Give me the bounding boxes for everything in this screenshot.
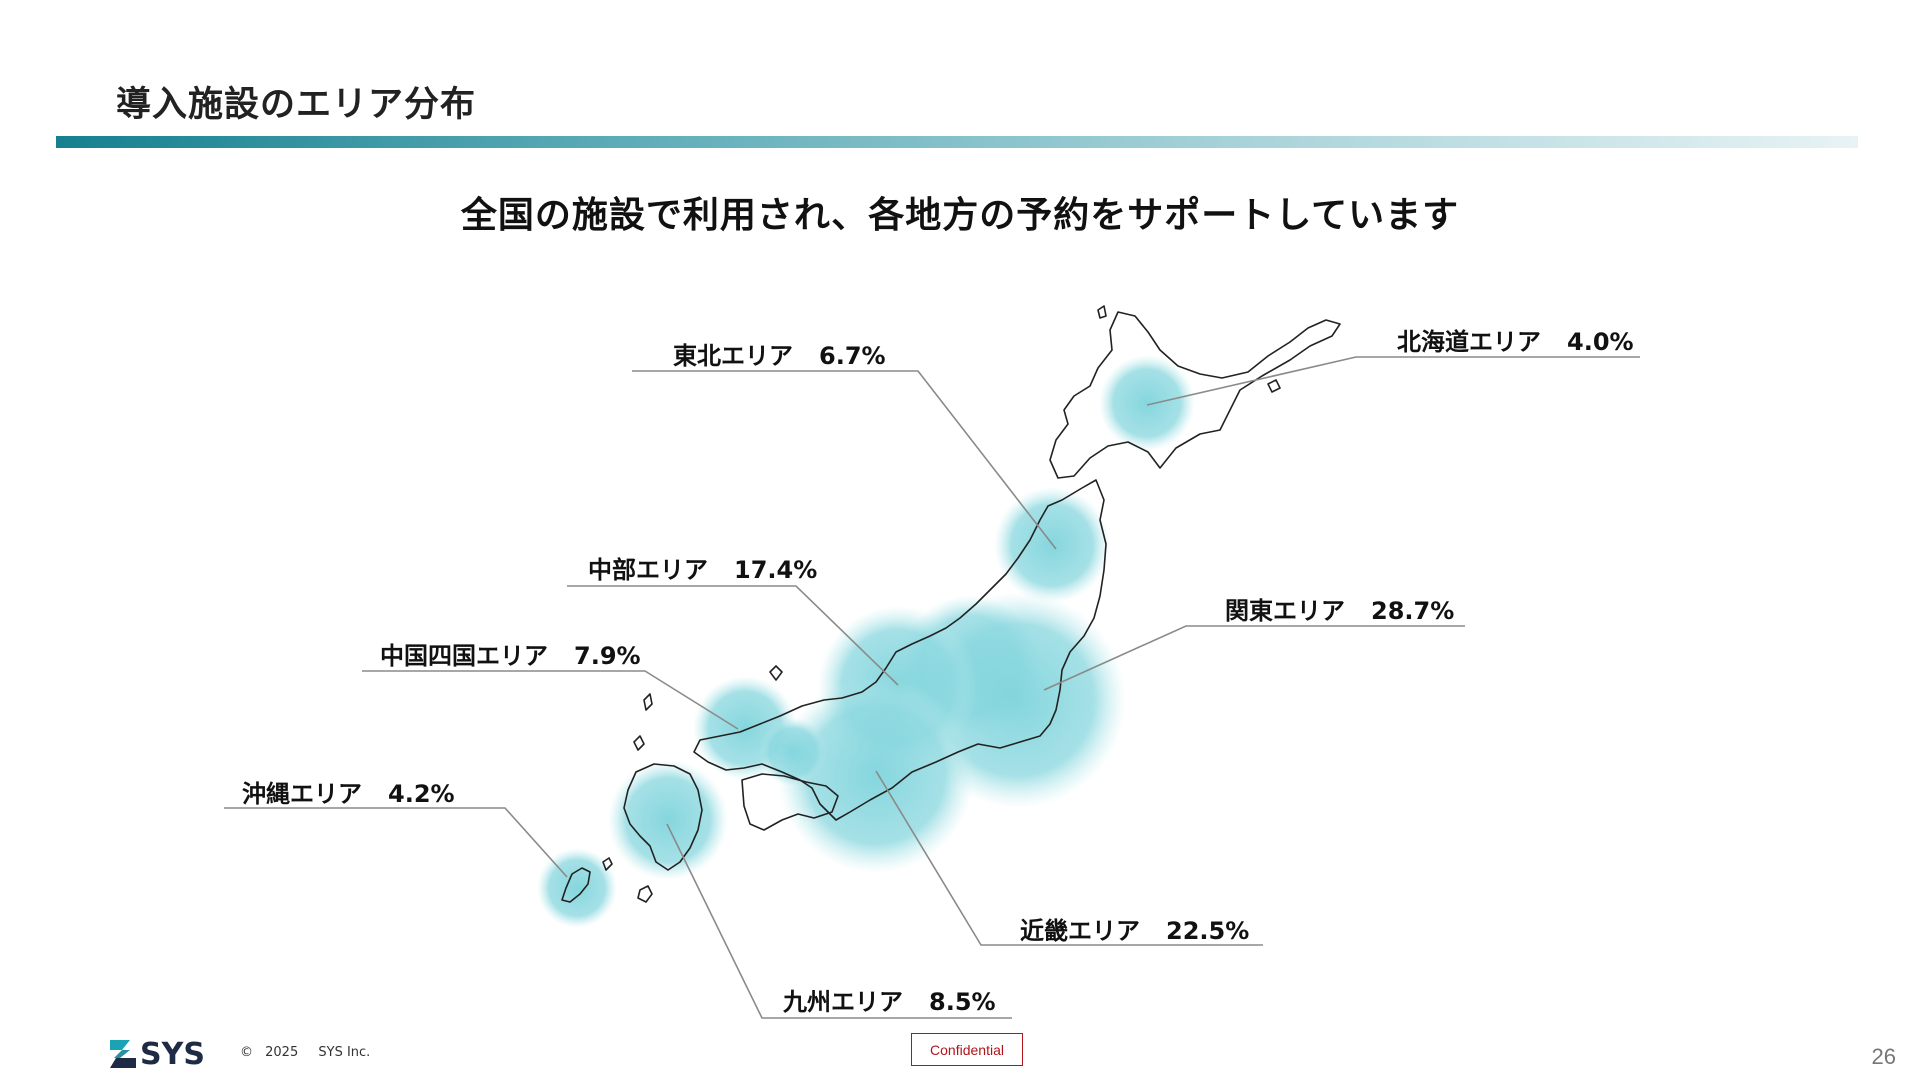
region-label-kinki: 近畿エリア 22.5%: [1020, 911, 1249, 946]
japan-outline: [561, 305, 1341, 903]
company-logo: SYS: [110, 1036, 205, 1072]
island-5: [769, 665, 783, 681]
region-name: 中部エリア: [588, 556, 708, 584]
copyright-year: 2025: [265, 1045, 299, 1060]
region-label-tohoku: 東北エリア 6.7%: [673, 336, 886, 371]
bubble-hokkaido: [1099, 355, 1195, 451]
page-number: 26: [1871, 1044, 1896, 1069]
island-6: [1267, 379, 1281, 393]
leader-line-hokkaido: [1146, 356, 1640, 406]
leader-line-kanto: [1043, 625, 1465, 691]
region-name: 中国四国エリア: [380, 642, 548, 670]
honshu-outline: [693, 479, 1107, 821]
region-percent: 28.7%: [1371, 597, 1455, 625]
region-label-kanto: 関東エリア 28.7%: [1225, 591, 1454, 626]
leader-line-okinawa: [224, 807, 568, 878]
region-percent: 22.5%: [1166, 917, 1250, 945]
region-percent: 8.5%: [929, 988, 996, 1016]
logo-mark-icon: [110, 1040, 136, 1068]
bubble-okinawa: [537, 848, 617, 928]
leader-line-tohoku: [632, 370, 1057, 550]
region-label-chubu: 中部エリア 17.4%: [588, 550, 817, 585]
copyright-company: SYS Inc.: [318, 1045, 371, 1060]
bubble-chugoku-b: [759, 718, 827, 786]
region-name: 関東エリア: [1225, 597, 1345, 625]
slide-subtitle: 全国の施設で利用され、各地方の予約をサポートしています: [460, 195, 1460, 236]
region-name: 沖縄エリア: [242, 780, 362, 808]
region-label-kyushu: 九州エリア 8.5%: [783, 982, 996, 1017]
region-percent: 4.0%: [1567, 328, 1634, 356]
leader-lines: [224, 356, 1640, 1019]
leader-line-kinki: [875, 770, 1263, 946]
leader-line-chugoku-shikoku: [362, 670, 739, 730]
island-7: [1097, 305, 1107, 319]
title-underline-bar: [56, 136, 1858, 148]
region-percent: 6.7%: [819, 342, 886, 370]
region-label-okinawa: 沖縄エリア 4.2%: [242, 774, 455, 809]
confidential-badge: Confidential: [911, 1033, 1023, 1066]
island-2: [602, 857, 613, 871]
copyright-symbol: ©: [240, 1045, 253, 1060]
region-name: 北海道エリア: [1397, 328, 1541, 356]
copyright: © 2025 SYS Inc.: [240, 1045, 370, 1060]
region-percent: 4.2%: [388, 780, 455, 808]
shikoku-outline: [741, 773, 839, 831]
slide-title: 導入施設のエリア分布: [116, 85, 477, 125]
hokkaido-outline: [1049, 311, 1341, 479]
bubble-kyushu: [608, 760, 728, 880]
kyushu-outline: [623, 763, 703, 871]
region-percent: 17.4%: [734, 556, 818, 584]
okinawa-outline: [561, 867, 591, 903]
region-name: 九州エリア: [783, 988, 903, 1016]
logo-text: SYS: [140, 1036, 205, 1072]
leader-line-chubu: [567, 585, 899, 686]
region-label-hokkaido: 北海道エリア 4.0%: [1397, 322, 1634, 357]
region-name: 東北エリア: [673, 342, 793, 370]
leader-line-kyushu: [666, 823, 1012, 1019]
bubble-kinki: [778, 677, 974, 873]
region-label-chugoku-shikoku: 中国四国エリア 7.9%: [380, 636, 641, 671]
island-3: [633, 735, 645, 751]
island-4: [643, 693, 653, 711]
region-percent: 7.9%: [574, 642, 641, 670]
region-name: 近畿エリア: [1020, 917, 1140, 945]
island-1: [637, 885, 653, 903]
